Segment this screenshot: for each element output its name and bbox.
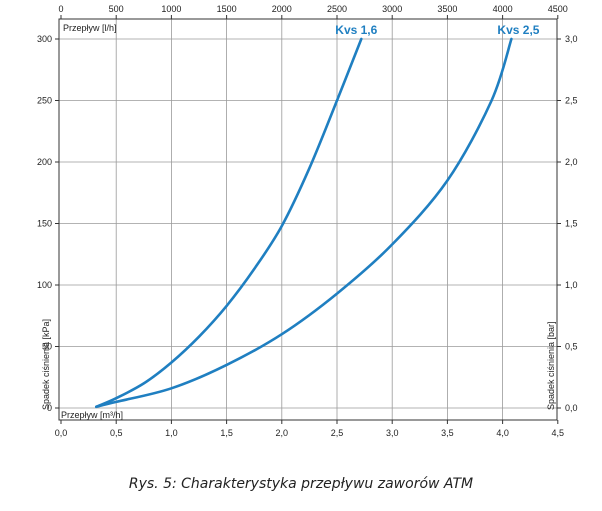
y-right-tick-label: 1,0 [565, 280, 578, 290]
y-left-tick-label: 0 [47, 403, 52, 413]
series-label-2: Kvs 2,5 [497, 23, 539, 37]
x-bottom-tick-label: 4,5 [552, 428, 565, 438]
y-right-tick-label: 3,0 [565, 34, 578, 44]
x-bottom-tick-label: 3,0 [386, 428, 399, 438]
x-top-tick-label: 4000 [493, 4, 513, 14]
y-left-tick-label: 100 [37, 280, 52, 290]
figure-caption: Rys. 5: Charakterystyka przepływu zaworó… [128, 476, 474, 492]
x-bottom-tick-label: 3,5 [441, 428, 454, 438]
x-top-tick-label: 4500 [548, 4, 568, 14]
series-line-2 [95, 37, 513, 409]
x-top-tick-label: 1500 [217, 4, 237, 14]
x-bottom-tick-label: 2,5 [331, 428, 344, 438]
y-right-tick-label: 1,5 [565, 219, 578, 229]
y-right-tick-label: 2,0 [565, 157, 578, 167]
x-bottom-axis-title: Przepływ [m³/h] [61, 410, 123, 420]
x-bottom-tick-label: 4,0 [496, 428, 509, 438]
x-top-tick-label: 2500 [327, 4, 347, 14]
x-top-tick-label: 1000 [161, 4, 181, 14]
series-layer: Kvs 1,6 Kvs 2,5 [95, 23, 540, 409]
x-top-tick-label: 3500 [437, 4, 457, 14]
plot-frame [58, 18, 558, 421]
y-right-axis-title: Spadek ciśnienia [bar] [546, 321, 556, 410]
y-right-tick-label: 0,5 [565, 342, 578, 352]
x-bottom-tick-label: 2,0 [276, 428, 289, 438]
grid [59, 19, 557, 420]
x-bottom-tick-label: 1,0 [165, 428, 178, 438]
y-left-tick-label: 300 [37, 34, 52, 44]
series-label-1: Kvs 1,6 [335, 23, 377, 37]
x-bottom-tick-label: 0,0 [55, 428, 68, 438]
x-top-tick-label: 3000 [382, 4, 402, 14]
x-top-tick-label: 500 [109, 4, 124, 14]
tick-labels: 0,0 0,5 1,0 1,5 2,0 2,5 3,0 3,5 4,0 4,50 500 1000 15… [37, 4, 578, 438]
y-right-tick-label: 2,5 [565, 96, 578, 106]
x-top-tick-label: 2000 [272, 4, 292, 14]
series-line-1 [95, 37, 363, 409]
y-right-tick-label: 0,0 [565, 403, 578, 413]
x-top-tick-label: 0 [58, 4, 63, 14]
y-left-tick-label: 150 [37, 219, 52, 229]
x-bottom-tick-label: 1,5 [220, 428, 233, 438]
y-left-tick-label: 200 [37, 157, 52, 167]
x-bottom-tick-label: 0,5 [110, 428, 123, 438]
y-left-tick-label: 50 [42, 342, 52, 352]
axis-ticks [55, 15, 561, 424]
y-left-tick-label: 250 [37, 96, 52, 106]
x-top-axis-title: Przepływ [l/h] [63, 23, 117, 33]
y-left-axis-title: Spadek ciśnienia [kPa] [41, 319, 51, 410]
flow-characteristic-chart: 0,0 0,5 1,0 1,5 2,0 2,5 3,0 3,5 4,0 4,50 500 1000 15… [37, 4, 578, 438]
